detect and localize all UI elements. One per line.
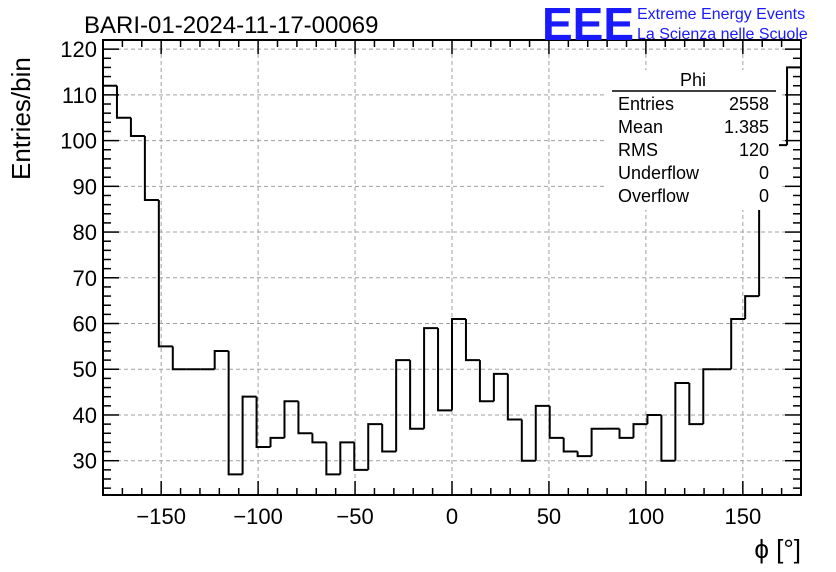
histogram-bin-1 xyxy=(115,85,131,119)
histogram-bin-24 xyxy=(437,328,452,412)
stats-label-underflow: Underflow xyxy=(618,163,700,183)
histogram-bin-28 xyxy=(492,372,508,402)
histogram-bin-8 xyxy=(213,349,229,370)
histogram-bin-2 xyxy=(129,117,145,138)
stats-label-rms: RMS xyxy=(618,140,658,160)
histogram-bin-20 xyxy=(381,424,397,453)
histogram-bin-17 xyxy=(339,441,355,475)
logo-line1: Extreme Energy Events xyxy=(637,6,805,23)
y-tick-label-7: 100 xyxy=(60,129,97,154)
stats-name: Phi xyxy=(680,70,706,90)
x-axis-title: ϕ [°] xyxy=(754,534,801,564)
histogram-bin-3 xyxy=(143,136,159,202)
stats-value-underflow: 0 xyxy=(759,163,769,183)
histogram-bin-39 xyxy=(646,413,662,425)
y-tick-label-2: 50 xyxy=(73,357,97,382)
histogram-bin-49 xyxy=(786,66,801,146)
eee-logo: EEE Extreme Energy Events La Scienza nel… xyxy=(542,0,808,50)
stats-background xyxy=(607,70,779,210)
histogram-bin-11 xyxy=(255,396,271,448)
grid-lines xyxy=(103,40,801,495)
x-tick-label-4: 50 xyxy=(537,504,561,529)
y-axis-title: Entries/bin xyxy=(6,57,36,180)
tick-labels: −150 −100 −50 0 50 100 150 30 40 50 60 70 80 90 100 110… xyxy=(60,37,761,529)
histogram-bars xyxy=(103,66,801,476)
histogram-bin-27 xyxy=(478,360,494,403)
x-tick-label-6: 150 xyxy=(724,504,761,529)
histogram-bin-15 xyxy=(311,433,327,444)
stats-label-entries: Entries xyxy=(618,94,674,114)
y-tick-label-4: 70 xyxy=(73,266,97,291)
stats-rows: Entries 2558 Mean 1.385 RMS 120 Underflow 0 Over… xyxy=(618,94,769,206)
histogram-bin-32 xyxy=(548,405,564,439)
histogram-bin-29 xyxy=(506,373,522,421)
histogram-bin-40 xyxy=(660,414,676,462)
histogram-bin-30 xyxy=(520,419,536,462)
x-tick-label-2: −50 xyxy=(336,504,373,529)
y-tick-label-3: 60 xyxy=(73,312,97,337)
x-tick-label-3: 0 xyxy=(446,504,458,529)
y-tick-label-9: 120 xyxy=(60,37,97,62)
histogram-bin-12 xyxy=(269,436,285,447)
histogram-bin-22 xyxy=(409,360,425,430)
histogram-bin-10 xyxy=(241,395,257,475)
histogram-bin-25 xyxy=(451,317,466,411)
chart-title: BARI-01-2024-11-17-00069 xyxy=(84,12,378,39)
histogram-bin-37 xyxy=(618,428,634,439)
histogram-bin-19 xyxy=(367,423,383,470)
histogram-bin-23 xyxy=(423,327,439,429)
histogram-bin-5 xyxy=(171,346,187,371)
logo-mark: EEE xyxy=(542,0,634,50)
x-tick-label-0: −150 xyxy=(136,504,186,529)
stats-value-mean: 1.385 xyxy=(724,117,769,137)
histogram-bin-34 xyxy=(576,451,592,458)
logo-line2: La Scienza nelle Scuole xyxy=(637,26,808,43)
stats-label-overflow: Overflow xyxy=(618,186,690,206)
y-tick-label-5: 80 xyxy=(73,220,97,245)
histogram-bin-13 xyxy=(283,400,299,438)
histogram-bin-41 xyxy=(674,381,690,461)
histogram-bin-9 xyxy=(227,350,243,476)
x-tick-label-1: −100 xyxy=(233,504,283,529)
y-tick-label-8: 110 xyxy=(62,83,97,108)
y-tick-label-0: 30 xyxy=(73,449,97,474)
stats-box: Phi Entries 2558 Mean 1.385 RMS 120 Underflow 0… xyxy=(607,70,779,210)
histogram-bin-35 xyxy=(590,427,606,457)
stats-value-overflow: 0 xyxy=(759,186,769,206)
histogram-bin-26 xyxy=(464,318,480,362)
stats-value-entries: 2558 xyxy=(729,94,769,114)
histogram-bin-18 xyxy=(353,442,369,471)
histogram-bin-43 xyxy=(702,368,718,425)
histogram-bin-16 xyxy=(325,442,341,476)
histogram-bin-33 xyxy=(562,437,578,453)
stats-value-rms: 120 xyxy=(739,140,769,160)
y-tick-label-6: 90 xyxy=(73,174,97,199)
histogram-bin-14 xyxy=(297,401,313,435)
axes xyxy=(102,39,802,496)
histogram-bin-21 xyxy=(395,359,411,452)
histogram-bin-45 xyxy=(730,317,746,370)
histogram-bin-42 xyxy=(688,382,704,426)
x-tick-label-5: 100 xyxy=(628,504,665,529)
histogram-bin-4 xyxy=(157,200,173,348)
histogram-bin-46 xyxy=(744,295,760,319)
y-tick-label-1: 40 xyxy=(73,403,97,428)
stats-label-mean: Mean xyxy=(618,117,663,137)
histogram-bin-31 xyxy=(534,404,550,461)
histogram-bin-38 xyxy=(632,423,648,438)
